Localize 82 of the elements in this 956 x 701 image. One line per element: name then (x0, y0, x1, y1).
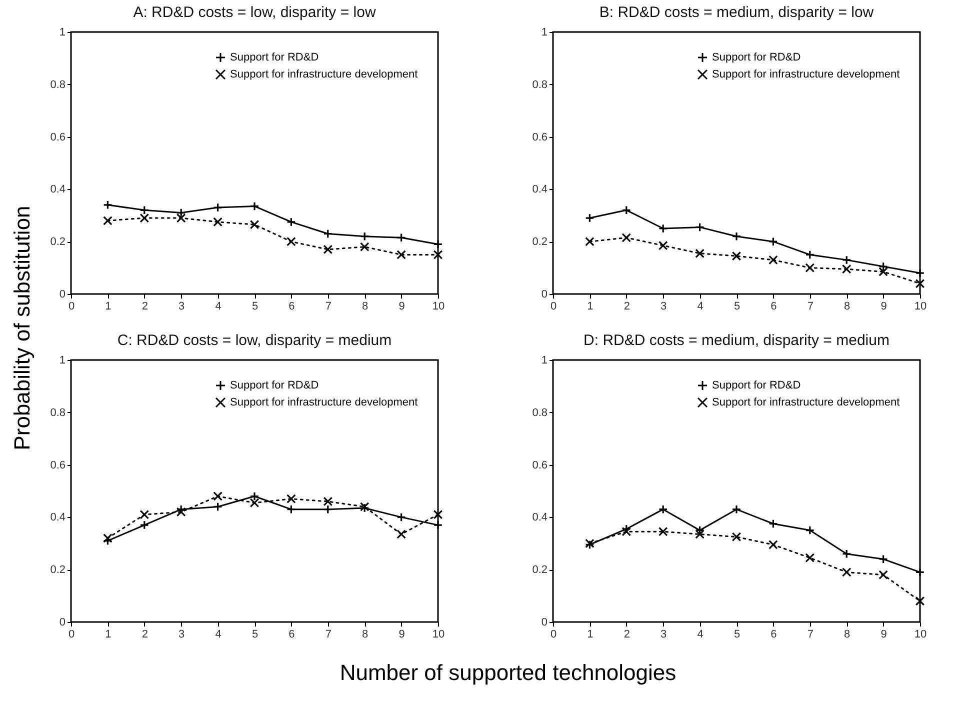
legend-label: Support for RD&D (712, 380, 801, 392)
x-tick-label: 1 (105, 628, 112, 640)
y-axis-title: Probability of substitution (9, 206, 35, 450)
y-tick-label: 0.4 (50, 184, 66, 196)
y-tick-label: 0.2 (50, 236, 66, 248)
legend-label: Support for infrastructure development (230, 68, 418, 80)
x-tick-label: 8 (362, 628, 368, 640)
x-tick-label: 8 (844, 628, 850, 640)
legend-label: Support for infrastructure development (712, 396, 900, 408)
x-tick-label: 0 (68, 628, 75, 640)
x-tick-label: 2 (142, 628, 148, 640)
y-tick-label: 0.6 (532, 131, 548, 144)
chart-title: A: RD&D costs = low, disparity = low (133, 4, 376, 21)
y-tick-label: 0 (541, 288, 548, 300)
x-tick-label: 1 (587, 628, 594, 640)
chart-title: B: RD&D costs = medium, disparity = low (599, 4, 874, 21)
x-tick-label: 9 (880, 300, 887, 312)
x-tick-label: 10 (432, 628, 445, 640)
x-tick-label: 9 (398, 300, 405, 312)
x-tick-label: 5 (734, 628, 740, 640)
y-tick-label: 0.2 (50, 564, 66, 576)
y-tick-label: 0 (541, 616, 548, 628)
y-tick-label: 0.6 (50, 459, 66, 472)
x-tick-label: 9 (398, 628, 405, 640)
x-tick-label: 0 (550, 628, 557, 640)
legend-label: Support for RD&D (230, 52, 319, 64)
legend-label: Support for infrastructure development (230, 396, 418, 408)
x-tick-label: 1 (587, 300, 594, 312)
x-tick-label: 10 (914, 300, 927, 312)
x-tick-label: 4 (697, 628, 704, 640)
x-tick-label: 7 (807, 628, 814, 640)
y-tick-label: 0.8 (532, 78, 548, 91)
y-tick-label: 0 (59, 616, 66, 628)
x-tick-label: 2 (624, 300, 630, 312)
y-tick-label: 0.6 (50, 131, 66, 144)
x-tick-label: 7 (325, 628, 332, 640)
x-tick-label: 10 (432, 300, 445, 312)
x-tick-label: 6 (770, 300, 777, 312)
legend-label: Support for infrastructure development (712, 68, 900, 80)
x-axis-title: Number of supported technologies (338, 660, 678, 686)
y-tick-label: 0.2 (532, 564, 548, 576)
x-tick-label: 7 (807, 300, 814, 312)
x-tick-label: 5 (252, 628, 258, 640)
x-tick-label: 6 (770, 628, 777, 640)
x-tick-label: 5 (252, 300, 258, 312)
y-tick-label: 0.8 (50, 78, 66, 91)
x-tick-label: 6 (288, 300, 295, 312)
y-tick-label: 1 (541, 354, 548, 366)
y-tick-label: 1 (541, 26, 548, 38)
x-tick-label: 2 (142, 300, 148, 312)
x-tick-label: 4 (215, 300, 222, 312)
x-tick-label: 8 (362, 300, 368, 312)
y-tick-label: 0.8 (532, 406, 548, 419)
x-tick-label: 3 (178, 628, 185, 640)
x-tick-label: 2 (624, 628, 630, 640)
y-tick-label: 0 (59, 288, 66, 300)
x-tick-label: 8 (844, 300, 850, 312)
x-tick-label: 6 (288, 628, 295, 640)
x-tick-label: 1 (105, 300, 112, 312)
y-tick-label: 0.4 (532, 512, 548, 524)
legend-label: Support for RD&D (712, 52, 801, 64)
x-tick-label: 5 (734, 300, 740, 312)
y-tick-label: 0.6 (532, 459, 548, 472)
y-tick-label: 1 (59, 354, 66, 366)
x-tick-label: 7 (325, 300, 332, 312)
x-tick-label: 3 (178, 300, 185, 312)
y-tick-label: 0.2 (532, 236, 548, 248)
x-tick-label: 3 (660, 628, 667, 640)
x-tick-label: 9 (880, 628, 887, 640)
y-tick-label: 0.4 (532, 184, 548, 196)
x-tick-label: 4 (215, 628, 222, 640)
y-tick-label: 1 (59, 26, 66, 38)
x-tick-label: 3 (660, 300, 667, 312)
x-tick-label: 10 (914, 628, 927, 640)
y-tick-label: 0.8 (50, 406, 66, 419)
chart-title: D: RD&D costs = medium, disparity = medium (584, 332, 890, 349)
x-tick-label: 0 (550, 300, 557, 312)
x-tick-label: 4 (697, 300, 704, 312)
x-tick-label: 0 (68, 300, 75, 312)
y-tick-label: 0.4 (50, 512, 66, 524)
chart-title: C: RD&D costs = low, disparity = medium (117, 332, 392, 349)
legend-label: Support for RD&D (230, 380, 319, 392)
